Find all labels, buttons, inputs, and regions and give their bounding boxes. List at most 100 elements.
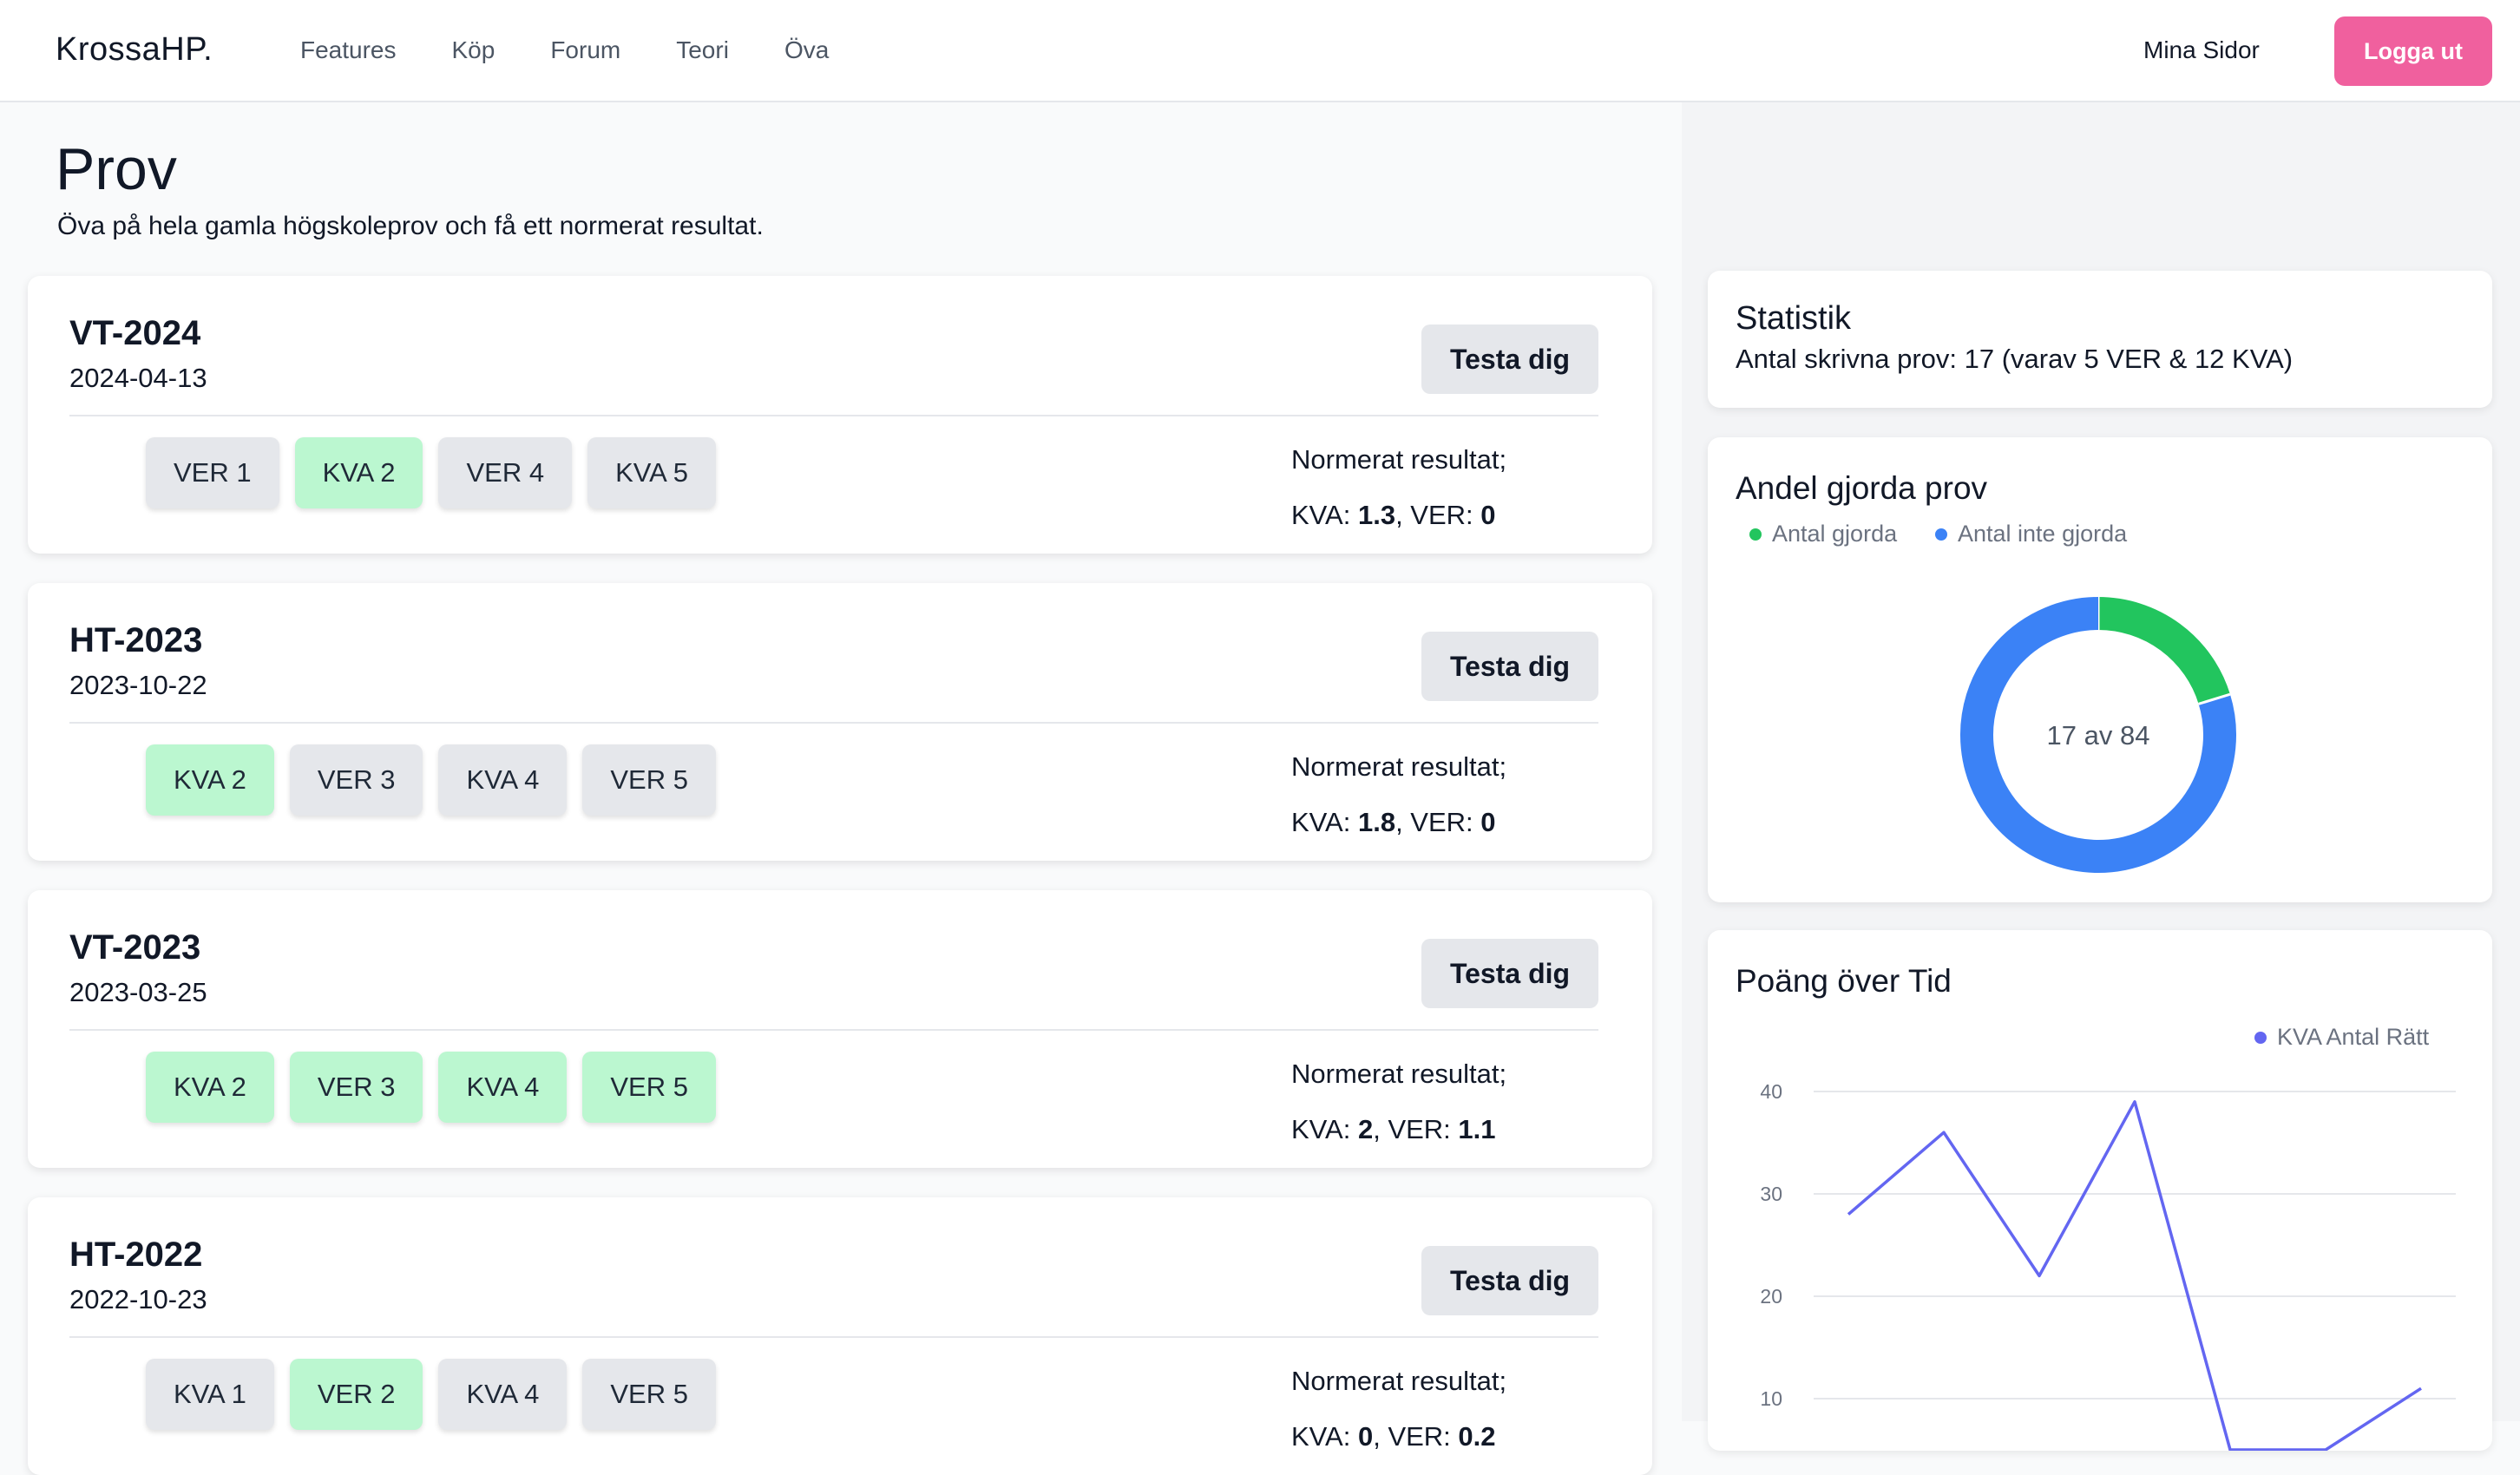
logo[interactable]: KrossaHP. [56, 31, 213, 68]
donut-chart-panel: Andel gjorda prov Antal gjorda Antal int… [1708, 437, 2492, 902]
data-point[interactable] [2320, 1445, 2331, 1451]
logout-button[interactable]: Logga ut [2334, 16, 2492, 86]
divider [69, 1336, 1598, 1338]
exam-part-button[interactable]: KVA 4 [438, 1359, 568, 1430]
result-label: Normerat resultat; [1291, 751, 1507, 782]
ver-label: , VER: [1373, 1114, 1459, 1144]
nav-features[interactable]: Features [300, 36, 397, 63]
donut-separator [2198, 692, 2231, 705]
exam-part-button[interactable]: VER 3 [289, 744, 423, 816]
top-navigation-bar: KrossaHP. Features Köp Forum Teori Öva M… [0, 0, 2520, 102]
exam-part-button[interactable]: KVA 4 [438, 744, 568, 816]
exam-part-button[interactable]: KVA 5 [587, 437, 716, 508]
ver-label: , VER: [1395, 500, 1481, 530]
result-label: Normerat resultat; [1291, 1059, 1507, 1089]
nav-teori[interactable]: Teori [676, 36, 729, 63]
exam-part-button[interactable]: VER 2 [289, 1359, 423, 1430]
exam-title: VT-2023 [69, 928, 201, 967]
exam-part-button[interactable]: KVA 2 [146, 1052, 274, 1123]
line-chart-panel: Poäng över Tid KVA Antal Rätt 10 20 30 40 [1708, 930, 2492, 1451]
kva-label: KVA: [1291, 807, 1358, 837]
exam-part-button[interactable]: KVA 2 [146, 744, 274, 816]
exam-parts: VER 1 KVA 2 VER 4 KVA 5 [146, 437, 716, 508]
exam-part-button[interactable]: KVA 1 [146, 1359, 274, 1430]
data-point[interactable] [2225, 1445, 2235, 1451]
donut-legend-done[interactable]: Antal gjorda [1749, 521, 1897, 547]
y-tick-label: 30 [1760, 1183, 1782, 1205]
kva-label: KVA: [1291, 1421, 1358, 1452]
data-point[interactable] [1939, 1127, 1949, 1137]
line-legend[interactable]: KVA Antal Rätt [2254, 1024, 2429, 1051]
series-line-kva[interactable] [1847, 1100, 2422, 1451]
statistics-title: Statistik [1736, 300, 1852, 337]
legend-label: Antal gjorda [1772, 521, 1898, 547]
exam-parts: KVA 1 VER 2 KVA 4 VER 5 [146, 1359, 716, 1430]
mina-sidor-link[interactable]: Mina Sidor [2143, 36, 2260, 63]
exam-part-button[interactable]: VER 5 [582, 744, 716, 816]
kva-score: 0 [1357, 1421, 1374, 1452]
kva-label: KVA: [1291, 500, 1358, 530]
normed-result: Normerat resultat; KVA: 1.3, VER: 0 [1291, 432, 1506, 543]
donut-slice-done[interactable] [2097, 597, 2230, 705]
result-label: Normerat resultat; [1291, 1366, 1507, 1396]
testa-dig-button[interactable]: Testa dig [1421, 632, 1598, 701]
exam-part-button[interactable]: VER 1 [146, 437, 279, 508]
nav-ova[interactable]: Öva [784, 36, 830, 63]
exam-date: 2024-04-13 [69, 363, 207, 393]
statistics-panel: Statistik Antal skrivna prov: 17 (varav … [1708, 271, 2492, 408]
main-nav: Features Köp Forum Teori Öva [300, 36, 829, 64]
ver-label: , VER: [1373, 1421, 1459, 1452]
kva-score: 1.8 [1357, 807, 1396, 837]
exam-date: 2023-10-22 [69, 670, 207, 700]
donut-slice-not-done[interactable] [1960, 597, 2236, 873]
y-tick-label: 10 [1760, 1387, 1782, 1410]
exam-parts: KVA 2 VER 3 KVA 4 VER 5 [146, 1052, 716, 1123]
exam-title: HT-2022 [69, 1236, 203, 1274]
testa-dig-button[interactable]: Testa dig [1421, 324, 1598, 394]
legend-dot-icon [1935, 528, 1947, 541]
normed-result: Normerat resultat; KVA: 2, VER: 1.1 [1291, 1046, 1506, 1157]
nav-forum[interactable]: Forum [550, 36, 621, 63]
kva-label: KVA: [1291, 1114, 1358, 1144]
exam-part-button[interactable]: VER 3 [289, 1052, 423, 1123]
nav-kop[interactable]: Köp [451, 36, 495, 63]
exam-title: HT-2023 [69, 621, 203, 659]
exam-title: VT-2024 [69, 314, 201, 352]
exam-date: 2023-03-25 [69, 977, 207, 1007]
ver-score: 0 [1480, 807, 1496, 837]
exam-part-button[interactable]: VER 5 [582, 1052, 716, 1123]
normed-result: Normerat resultat; KVA: 1.8, VER: 0 [1291, 739, 1506, 850]
legend-label: Antal inte gjorda [1958, 521, 2128, 547]
legend-label: KVA Antal Rätt [2277, 1024, 2430, 1050]
y-tick-label: 20 [1760, 1285, 1782, 1308]
result-values: KVA: 1.8, VER: 0 [1291, 795, 1506, 850]
data-point[interactable] [2130, 1097, 2140, 1107]
result-label: Normerat resultat; [1291, 444, 1507, 475]
testa-dig-button[interactable]: Testa dig [1421, 939, 1598, 1008]
kva-score: 1.3 [1357, 500, 1396, 530]
exam-part-button[interactable]: VER 4 [438, 437, 573, 508]
result-values: KVA: 2, VER: 1.1 [1291, 1102, 1506, 1157]
testa-dig-button[interactable]: Testa dig [1421, 1246, 1598, 1315]
result-values: KVA: 0, VER: 0.2 [1291, 1409, 1506, 1465]
data-point[interactable] [2034, 1270, 2044, 1281]
exam-date: 2022-10-23 [69, 1284, 207, 1314]
exam-part-button[interactable]: KVA 2 [294, 437, 423, 508]
ver-score: 0 [1480, 500, 1496, 530]
donut-center-label: 17 av 84 [2047, 720, 2150, 751]
exam-part-button[interactable]: KVA 4 [438, 1052, 568, 1123]
data-point[interactable] [2416, 1383, 2426, 1393]
ver-label: , VER: [1395, 807, 1481, 837]
page-subtitle: Öva på hela gamla högskoleprov och få et… [57, 212, 764, 240]
donut-legend-not-done[interactable]: Antal inte gjorda [1935, 521, 2127, 547]
exam-part-button[interactable]: VER 5 [582, 1359, 716, 1430]
page-title: Prov [56, 136, 177, 202]
data-point[interactable] [1843, 1210, 1854, 1220]
line-chart-title: Poäng över Tid [1736, 963, 1952, 999]
normed-result: Normerat resultat; KVA: 0, VER: 0.2 [1291, 1354, 1506, 1465]
legend-dot-icon [1749, 528, 1762, 541]
result-values: KVA: 1.3, VER: 0 [1291, 488, 1506, 543]
